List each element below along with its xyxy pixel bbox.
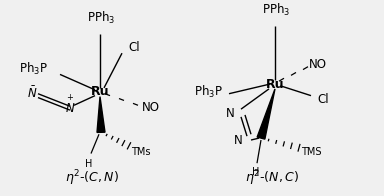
Text: H: H: [85, 159, 93, 169]
Text: Ph$_3$P: Ph$_3$P: [19, 61, 48, 77]
Text: Cl: Cl: [128, 41, 140, 54]
Polygon shape: [97, 97, 105, 132]
Text: N: N: [234, 133, 243, 147]
Text: PPh$_3$: PPh$_3$: [87, 10, 115, 26]
Text: Cl: Cl: [317, 93, 329, 106]
Text: N: N: [226, 106, 235, 120]
Text: NO: NO: [142, 101, 160, 114]
Text: TMs: TMs: [131, 147, 151, 157]
Text: $\bar{N}$: $\bar{N}$: [27, 86, 37, 101]
Text: Ph$_3$P: Ph$_3$P: [194, 84, 223, 100]
Text: Ru: Ru: [266, 78, 284, 91]
Text: $\overset{+}{N}$: $\overset{+}{N}$: [65, 93, 75, 115]
Text: TMS: TMS: [301, 147, 321, 157]
Text: $\eta^{2}$-$(C,N)$: $\eta^{2}$-$(C,N)$: [65, 169, 119, 188]
Polygon shape: [257, 89, 275, 139]
Text: NO: NO: [309, 58, 327, 71]
Text: H: H: [252, 167, 260, 177]
Text: Ru: Ru: [91, 85, 109, 98]
Text: $\eta^{2}$-$(N,C)$: $\eta^{2}$-$(N,C)$: [245, 169, 299, 188]
Text: PPh$_3$: PPh$_3$: [262, 2, 290, 18]
